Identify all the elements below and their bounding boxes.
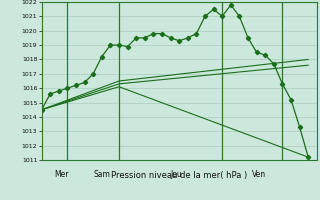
Text: Jeu: Jeu (171, 170, 182, 179)
Text: Mer: Mer (54, 170, 69, 179)
Text: Sam: Sam (93, 170, 110, 179)
Text: Ven: Ven (252, 170, 267, 179)
X-axis label: Pression niveau de la mer( hPa ): Pression niveau de la mer( hPa ) (111, 171, 247, 180)
